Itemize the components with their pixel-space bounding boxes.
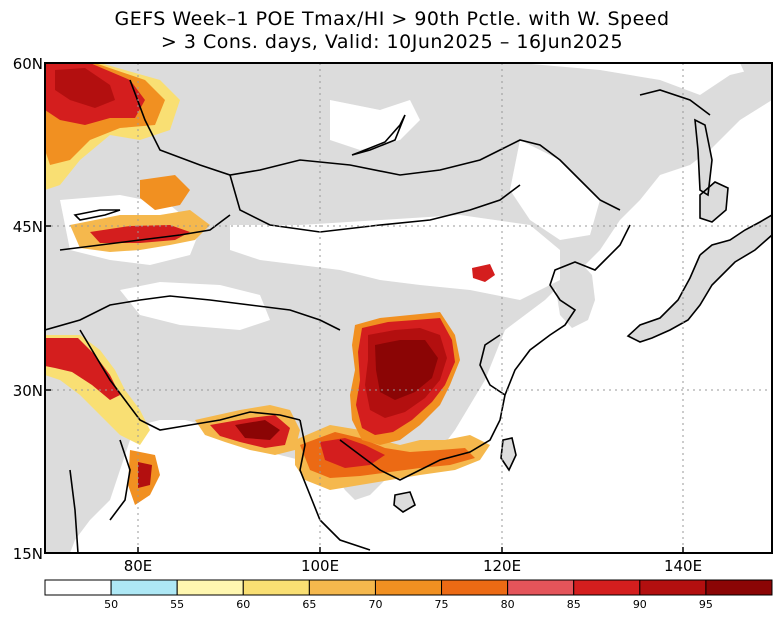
legend-swatch [573,579,641,596]
lon-label-120e: 120E [483,557,521,575]
map-frame [44,62,773,554]
map-title-line-2: > 3 Cons. days, Valid: 10Jun2025 – 16Jun… [160,31,624,53]
legend-swatch [242,579,310,596]
legend-label: 50 [104,598,118,611]
legend-swatch [374,579,443,596]
legend-swatch [441,579,509,596]
legend-swatch [507,579,575,596]
legend-label: 80 [501,598,515,611]
legend-swatch [308,579,376,596]
lat-label-45n: 45N [13,218,43,236]
legend-swatch [44,579,112,596]
lat-label-30n: 30N [13,382,43,400]
lon-label-80e: 80E [124,557,153,575]
legend-label: 70 [368,598,382,611]
legend-label: 85 [567,598,581,611]
legend-colorbar: 50 55 60 65 70 75 80 85 90 95 [44,579,773,611]
legend-label: 90 [633,598,647,611]
heat-signal-regions [45,63,495,505]
legend-label: 65 [302,598,316,611]
legend-swatch [110,579,178,596]
borders [45,79,772,553]
map-area [45,63,772,553]
lon-label-100e: 100E [301,557,339,575]
lon-label-140e: 140E [664,557,702,575]
lat-label-60n: 60N [13,55,43,73]
axis-ticks [45,62,684,554]
legend-swatch [176,579,244,596]
legend-label: 75 [435,598,449,611]
legend-label: 60 [236,598,250,611]
legend-swatch [705,579,773,596]
latitude-labels: 60N 45N 30N 15N [13,55,43,563]
map-title-line-1: GEFS Week–1 POE Tmax/HI > 90th Pctle. wi… [114,8,670,30]
longitude-labels: 80E 100E 120E 140E [124,557,702,575]
legend-label: 95 [699,598,713,611]
legend-label: 55 [170,598,184,611]
lat-label-15n: 15N [13,545,43,563]
grid-lines [45,63,772,553]
legend-swatch [639,579,707,596]
